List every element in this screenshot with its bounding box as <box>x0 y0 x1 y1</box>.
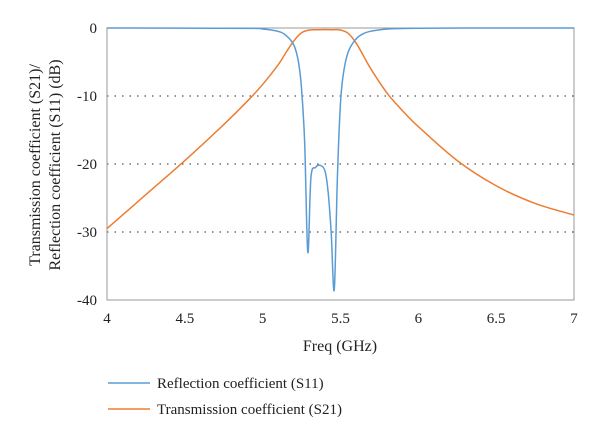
y-axis-title: Transmission coefficient (S21)/ Reflecti… <box>27 59 64 270</box>
y-tick-label: -20 <box>77 157 97 173</box>
y-tick-label: -30 <box>77 225 97 241</box>
legend-label-s21: Transmission coefficient (S21) <box>157 402 342 418</box>
x-tick-label: 7 <box>570 311 578 327</box>
y-tick-label: -40 <box>77 293 97 309</box>
x-tick-label: 6 <box>415 311 423 327</box>
legend-label-s11: Reflection coefficient (S11) <box>157 376 324 392</box>
x-axis-ticks: 4 4.5 5 5.5 6 6.5 7 <box>103 311 578 327</box>
series-line-s11 <box>106 27 575 292</box>
y-axis-ticks: 0 -10 -20 -30 -40 <box>77 21 97 309</box>
x-tick-label: 4.5 <box>175 311 194 327</box>
x-tick-label: 4 <box>103 311 111 327</box>
y-tick-label: -10 <box>77 89 97 105</box>
y-axis-title-line-1: Transmission coefficient (S21)/ <box>27 64 44 266</box>
y-axis-title-line-2: Reflection coefficient (S11) (dB) <box>47 59 64 270</box>
series-lines <box>106 27 575 292</box>
x-tick-label: 6.5 <box>487 311 506 327</box>
x-tick-label: 5.5 <box>331 311 350 327</box>
x-axis-title: Freq (GHz) <box>303 338 377 355</box>
x-tick-label: 5 <box>259 311 267 327</box>
y-tick-label: 0 <box>90 21 98 37</box>
legend: Reflection coefficient (S11) Transmissio… <box>108 376 342 418</box>
series-line-s21 <box>106 28 575 230</box>
plot-frame <box>106 27 575 301</box>
